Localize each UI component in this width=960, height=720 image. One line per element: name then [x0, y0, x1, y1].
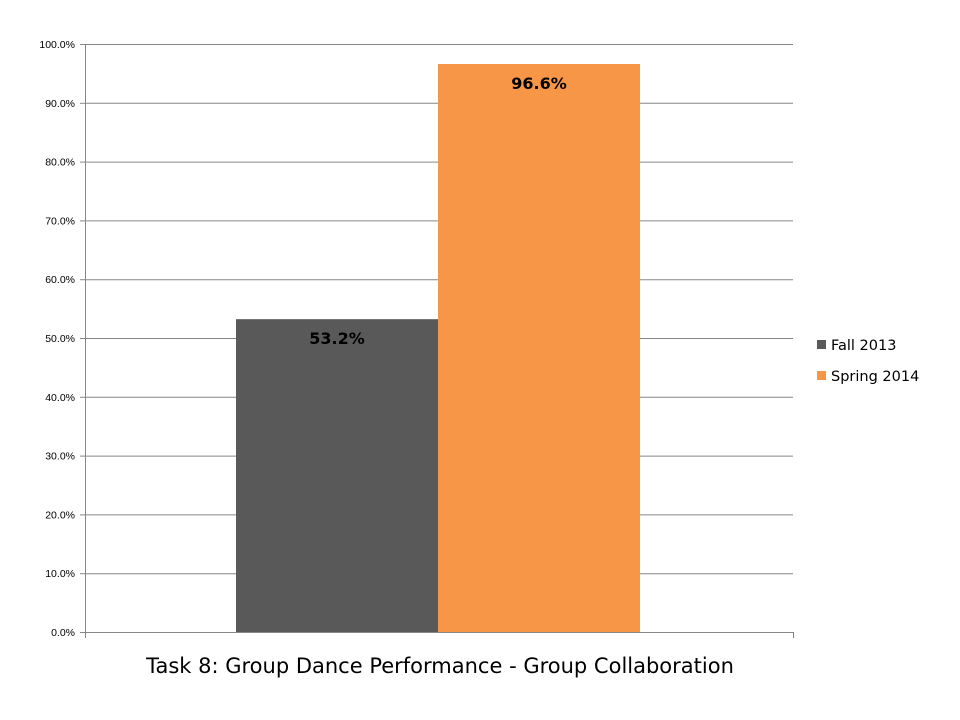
legend-entry-label: Fall 2013 — [831, 338, 896, 354]
y-tick-label: 30.0% — [45, 451, 75, 463]
y-tick-label: 100.0% — [39, 39, 75, 51]
y-tick-label: 0.0% — [51, 627, 75, 639]
legend-entry-label: Spring 2014 — [831, 369, 919, 385]
y-tick-label: 90.0% — [45, 98, 75, 110]
y-tick-label: 10.0% — [45, 568, 75, 580]
y-tick-label: 20.0% — [45, 509, 75, 521]
y-axis-tick-labels: 0.0% 10.0% 20.0% 30.0% 40.0% 50.0% 60.0% 70.0% 8… — [39, 39, 75, 639]
bars — [236, 63, 640, 632]
y-tick-label: 50.0% — [45, 333, 75, 345]
data-label: 53.2% — [309, 329, 365, 348]
y-tick-label: 70.0% — [45, 215, 75, 227]
bar-fall-2013 — [236, 319, 438, 632]
data-label: 96.6% — [511, 74, 567, 93]
y-tick-label: 60.0% — [45, 274, 75, 286]
y-tick-label: 40.0% — [45, 392, 75, 404]
data-labels: 53.2% 96.6% — [309, 74, 567, 348]
axes — [80, 44, 794, 638]
y-tick-label: 80.0% — [45, 157, 75, 169]
chart-title: Task 8: Group Dance Performance - Group … — [145, 654, 734, 678]
legend-swatch — [817, 371, 826, 380]
legend-swatch — [817, 340, 826, 349]
bar-spring-2014 — [438, 63, 640, 632]
legend: Fall 2013 Spring 2014 — [817, 338, 919, 385]
